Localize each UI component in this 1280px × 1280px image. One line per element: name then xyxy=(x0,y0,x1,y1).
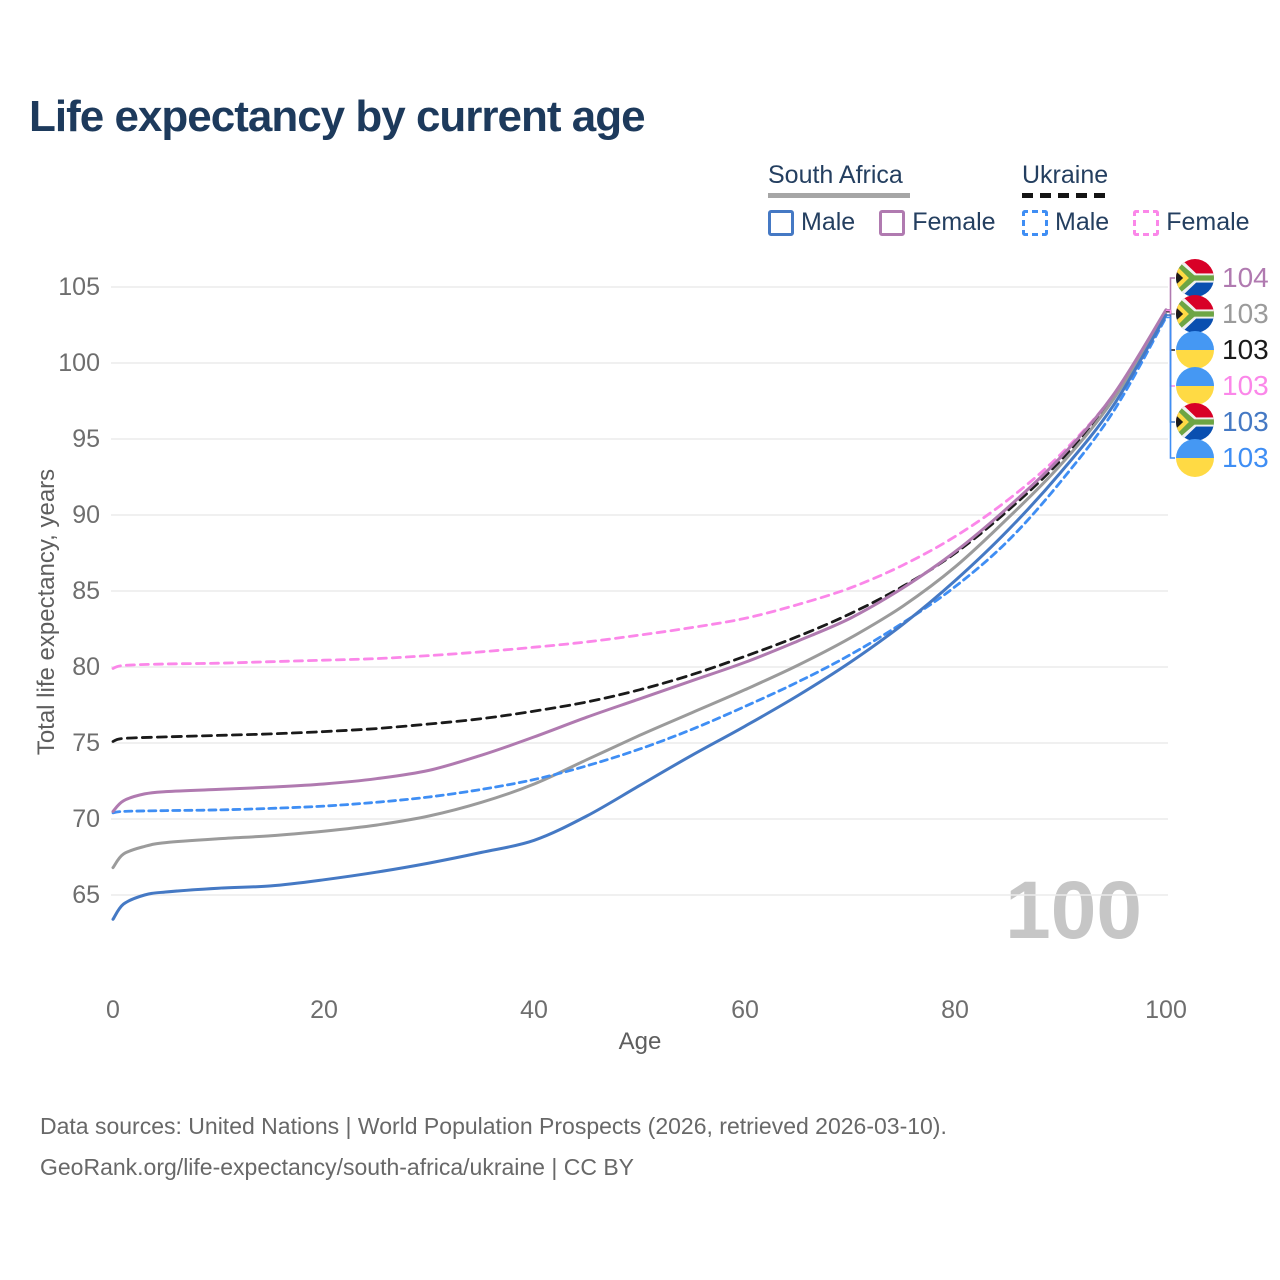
leader-line-sa_female xyxy=(1166,277,1175,311)
y-tick-label: 105 xyxy=(58,273,100,301)
legend-item-label: Male xyxy=(801,208,856,236)
legend-swatch-ua-female xyxy=(1133,209,1160,236)
y-tick-label: 100 xyxy=(58,349,100,377)
footer: Data sources: United Nations | World Pop… xyxy=(40,1106,947,1188)
y-tick-label: 80 xyxy=(72,653,100,681)
series-line-sa_male xyxy=(111,313,1168,921)
y-tick-label: 65 xyxy=(72,881,100,909)
x-tick-label: 40 xyxy=(520,996,548,1024)
legend-underline-solid xyxy=(768,193,910,198)
series-line-sa_total xyxy=(111,310,1168,870)
end-label-value: 103 xyxy=(1222,298,1269,329)
ukraine-flag-icon xyxy=(1176,367,1214,405)
ukraine-flag-icon xyxy=(1176,331,1214,369)
end-label-ua_male: 103 xyxy=(1176,439,1269,477)
end-label-value: 103 xyxy=(1222,334,1269,365)
legend-swatch-sa-female xyxy=(879,209,906,236)
ukraine-flag-icon xyxy=(1176,439,1214,477)
end-label-value: 103 xyxy=(1222,442,1269,473)
y-tick-label: 70 xyxy=(72,805,100,833)
x-tick-label: 20 xyxy=(310,996,338,1024)
x-tick-label: 60 xyxy=(731,996,759,1024)
y-tick-label: 95 xyxy=(72,425,100,453)
legend-underline-dashed xyxy=(1022,193,1112,198)
legend-swatch-ua-male xyxy=(1022,209,1048,236)
x-tick-label: 0 xyxy=(106,996,120,1024)
legend-row: Male Female xyxy=(1022,208,1274,237)
end-label-value: 103 xyxy=(1222,370,1269,401)
end-label-ua_female: 103 xyxy=(1176,367,1269,405)
age-watermark: 100 xyxy=(1005,865,1142,956)
south-africa-flag-icon xyxy=(1176,295,1214,333)
end-label-sa_total: 103 xyxy=(1176,295,1269,333)
y-tick-label: 85 xyxy=(72,577,100,605)
series-line-ua_female xyxy=(111,309,1168,670)
legend-swatch-sa-male xyxy=(768,209,794,236)
end-label-value: 104 xyxy=(1222,262,1269,293)
series-line-ua_male xyxy=(111,316,1168,815)
series-line-ua_total xyxy=(111,309,1168,743)
end-label-ua_total: 103 xyxy=(1176,331,1269,369)
legend-item-label: Female xyxy=(912,208,996,236)
legend-group-ukraine: Ukraine Male Female xyxy=(1022,160,1274,237)
footer-data-sources: Data sources: United Nations | World Pop… xyxy=(40,1113,947,1139)
footer-attribution: GeoRank.org/life-expectancy/south-africa… xyxy=(40,1154,635,1180)
legend-row: Male Female xyxy=(768,208,1020,237)
end-label-sa_male: 103 xyxy=(1176,403,1269,441)
leader-line-ua_male xyxy=(1166,316,1175,459)
end-label-sa_female: 104 xyxy=(1176,259,1269,297)
south-africa-flag-icon xyxy=(1176,403,1214,441)
legend-item-label: Male xyxy=(1055,208,1110,236)
legend-item-label: Female xyxy=(1166,208,1250,236)
x-tick-label: 100 xyxy=(1145,996,1187,1024)
legend-country-label: South Africa xyxy=(768,161,903,189)
series-line-sa_female xyxy=(111,308,1168,813)
legend-country-label: Ukraine xyxy=(1022,161,1109,189)
y-tick-label: 90 xyxy=(72,501,100,529)
south-africa-flag-icon xyxy=(1176,259,1214,297)
y-tick-label: 75 xyxy=(72,729,100,757)
x-axis-title: Age xyxy=(618,1028,662,1055)
page-title: Life expectancy by current age xyxy=(29,92,646,141)
end-label-value: 103 xyxy=(1222,406,1269,437)
x-tick-label: 80 xyxy=(941,996,969,1024)
legend-group-south-africa: South Africa Male Female xyxy=(768,160,1020,237)
